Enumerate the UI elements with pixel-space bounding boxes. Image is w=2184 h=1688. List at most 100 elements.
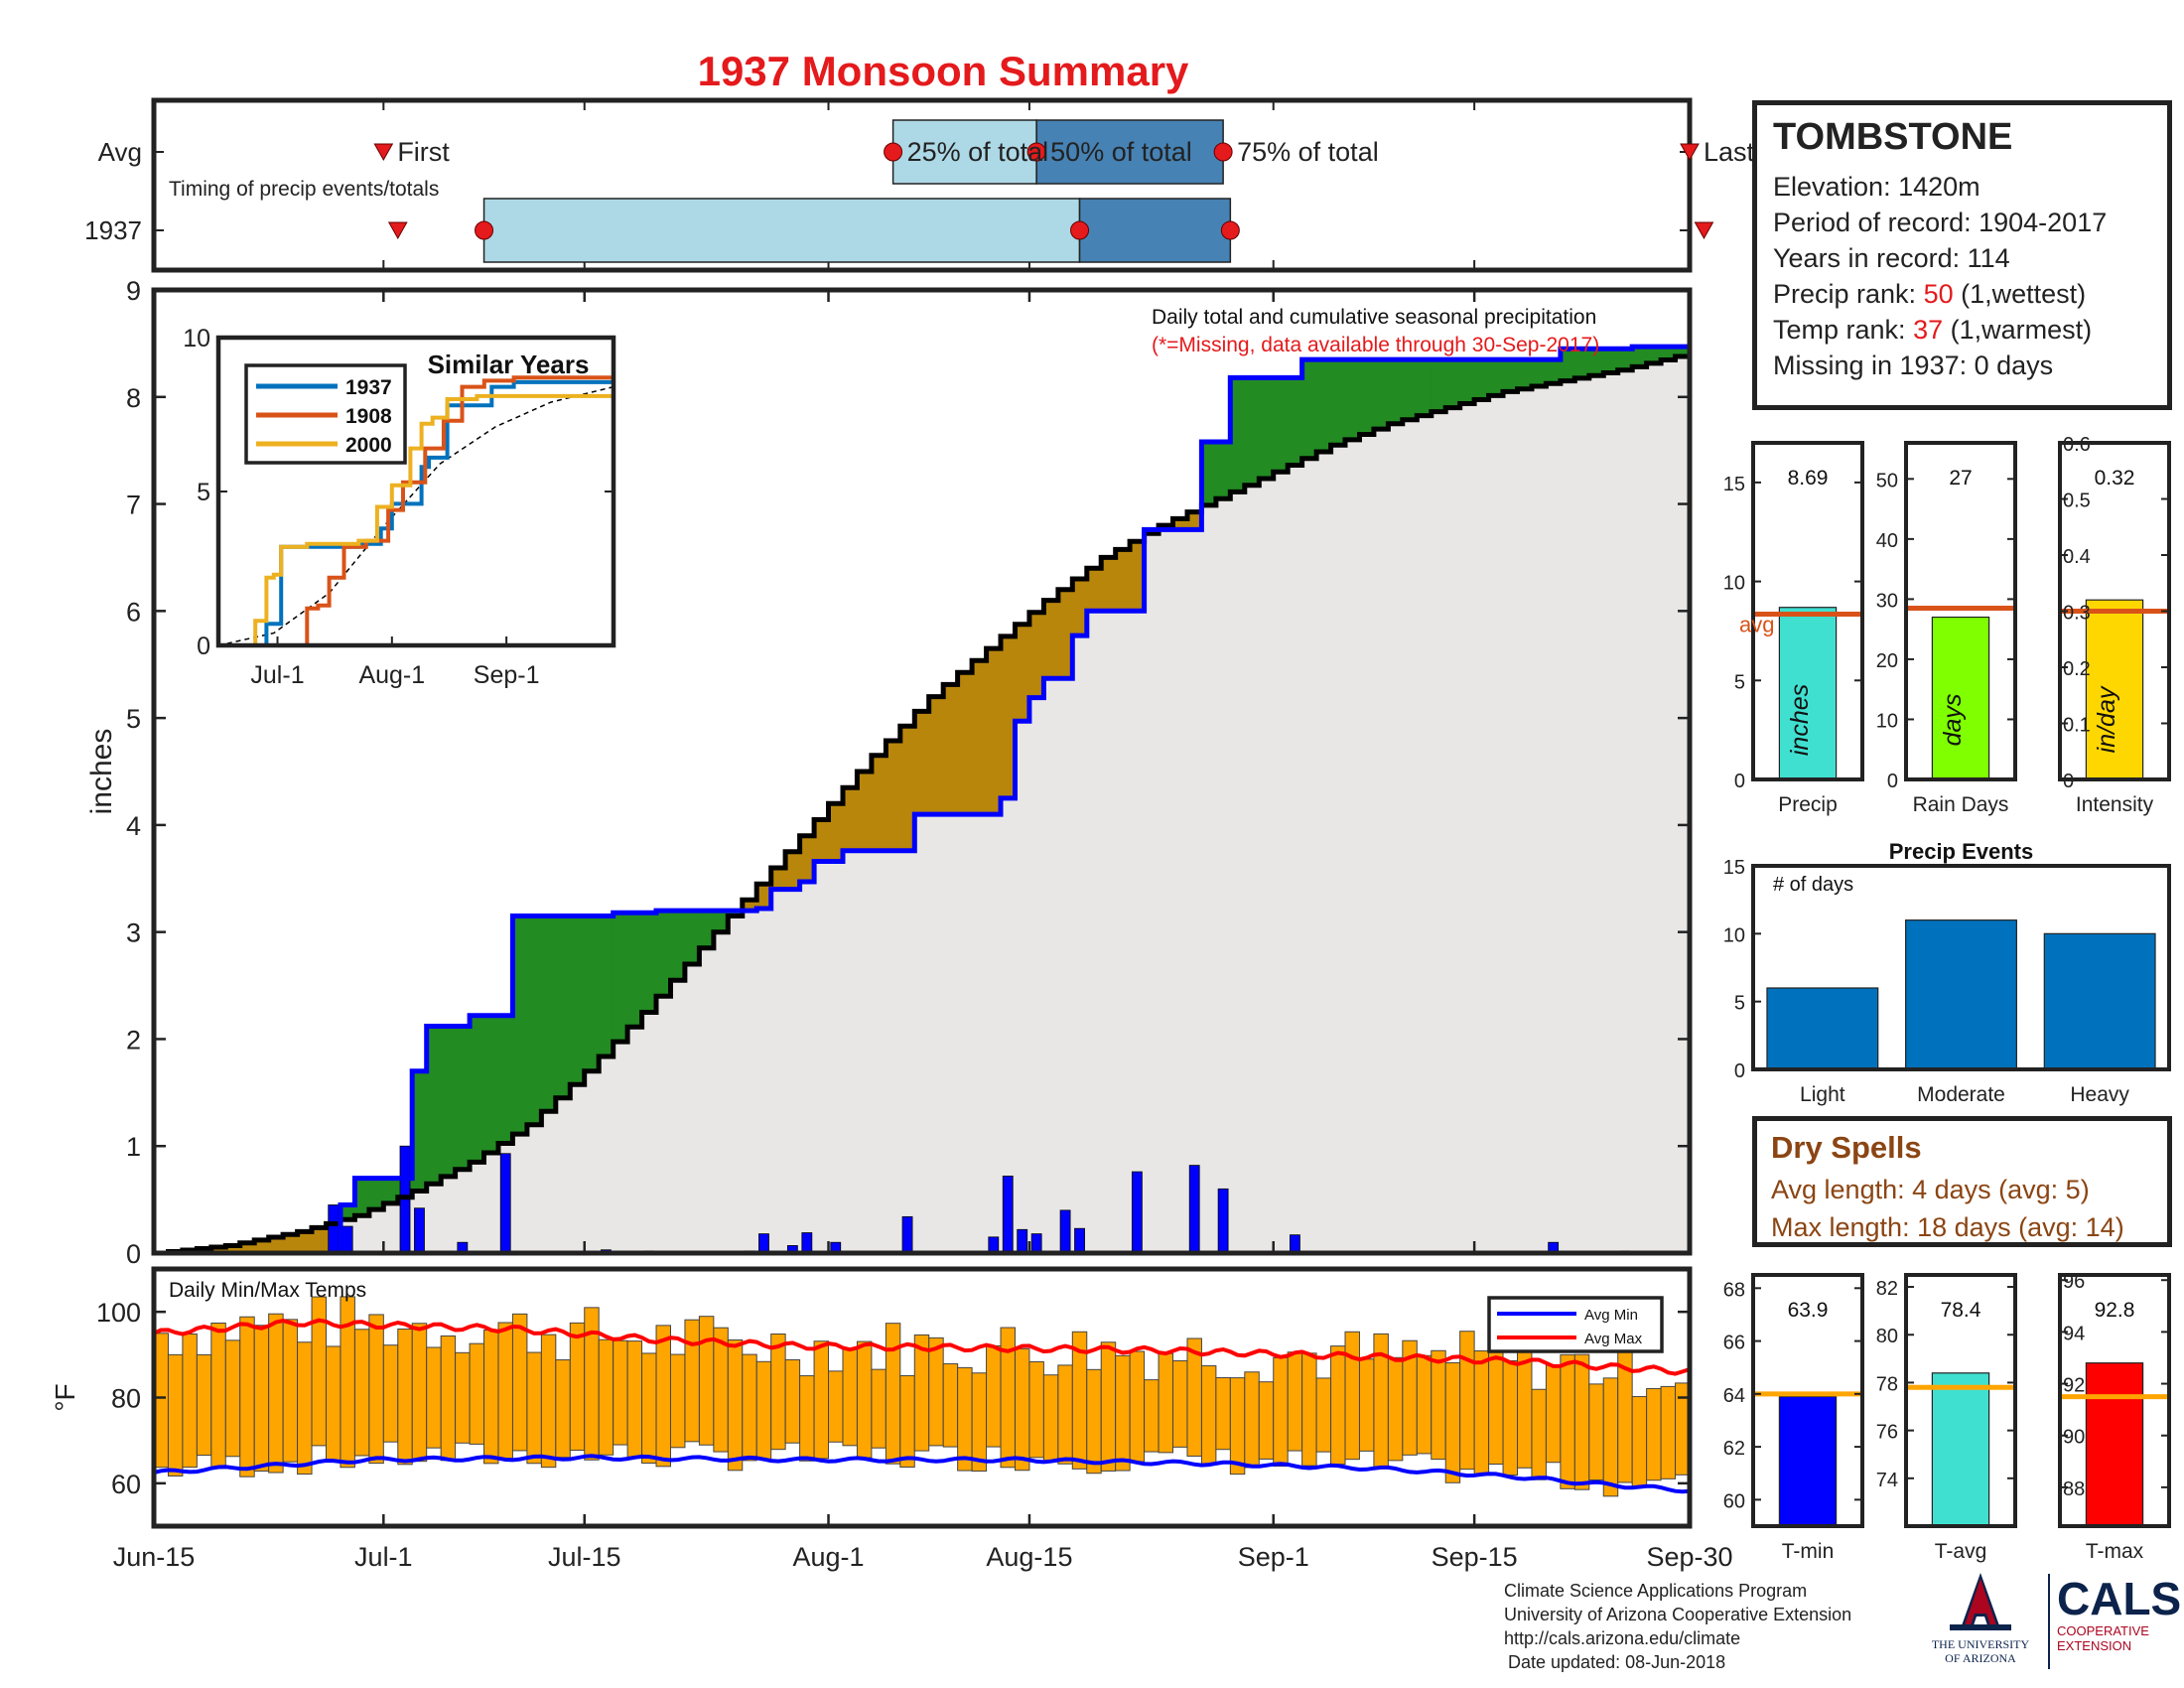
daily-temp-bar: [469, 1342, 485, 1445]
tmax-summary-chart: 88 90 92 94 96 92.8 T-max: [2058, 1271, 2171, 1563]
temp-legend-box: [1487, 1296, 1664, 1353]
below-average-fill: [914, 711, 930, 815]
y-axis-label: inches: [85, 729, 118, 815]
timing-box-50-75: [1078, 198, 1232, 263]
inset-x-tick-label: Aug-1: [358, 661, 425, 689]
daily-temp-bar: [282, 1319, 299, 1463]
above-average-fill: [441, 1026, 457, 1177]
x-tick-label: Aug-15: [986, 1542, 1072, 1572]
daily-temp-bar: [526, 1351, 542, 1465]
above-average-fill: [670, 911, 686, 981]
daily-temp-bar: [1158, 1352, 1174, 1454]
daily-precip-bar: [328, 1204, 340, 1254]
precip-rank-label: Precip rank:: [1773, 279, 1924, 309]
above-average-fill: [1503, 359, 1519, 392]
above-average-fill: [656, 911, 672, 997]
temp-title: Daily Min/Max Temps: [169, 1279, 366, 1302]
y-tick-label: 0: [126, 1239, 141, 1269]
precip-rank-value: 50: [1923, 279, 1954, 309]
timing-triangle: [373, 143, 394, 162]
daily-precip-bar: [499, 1153, 511, 1254]
inset-series-2000: [218, 393, 614, 647]
above-average-fill: [1215, 442, 1231, 499]
daily-temp-bar: [1100, 1341, 1117, 1472]
station-elevation: Elevation: 1420m: [1773, 172, 1980, 202]
above-average-fill: [627, 913, 643, 1028]
y-tick-label: 5: [126, 704, 141, 734]
cumulative-title: Daily total and cumulative seasonal prec…: [1152, 306, 1596, 329]
x-tick-label: Jul-15: [548, 1542, 621, 1572]
above-average-fill: [1373, 359, 1389, 430]
daily-temp-bar: [1560, 1353, 1575, 1489]
above-average-fill: [1259, 377, 1275, 479]
observed-cumulative-line: [154, 344, 1690, 1256]
avg-min-line: [153, 1454, 1691, 1494]
y-tick-label: 1: [126, 1132, 141, 1162]
daily-precip-bar: [1002, 1176, 1014, 1254]
daily-temp-bar: [1488, 1344, 1504, 1466]
daily-temp-bar: [971, 1372, 988, 1473]
daily-temp-bar: [598, 1338, 614, 1456]
tmax_summary-tick-label: 92: [2063, 1375, 2085, 1397]
daily-temp-bar: [569, 1322, 586, 1452]
daily-temp-bar: [1531, 1388, 1547, 1480]
timing-triangle: [1680, 143, 1700, 162]
below-average-fill: [1028, 612, 1044, 698]
above-average-fill: [1474, 359, 1490, 400]
tmax_summary-tick-label: 90: [2063, 1427, 2085, 1449]
daily-temp-bar: [928, 1336, 944, 1447]
x-tick-label: Sep-1: [1238, 1542, 1309, 1572]
raindays_summary-bar-label: days: [1939, 694, 1967, 747]
intensity_summary-tick-label: 0.3: [2063, 603, 2091, 625]
daily-temp-bar: [1344, 1331, 1360, 1461]
x-tick-label: Sep-30: [1646, 1542, 1732, 1572]
above-average-fill: [1531, 359, 1548, 386]
below-average-fill: [1043, 600, 1059, 679]
daily-precip-bar: [901, 1215, 913, 1254]
inset-legend-label: 1908: [345, 405, 392, 428]
temp-legend-label: Avg Max: [1584, 1331, 1643, 1347]
tavg_summary-tick-label: 76: [1876, 1422, 1898, 1444]
temp-rank-label: Temp rank:: [1773, 315, 1914, 345]
daily-temp-bar: [1617, 1339, 1633, 1483]
daily-temp-bar: [325, 1345, 341, 1462]
tavg_summary-frame: [1904, 1273, 2017, 1528]
temp-legend-label: Avg Min: [1584, 1307, 1638, 1324]
station-period: Period of record: 1904-2017: [1773, 208, 2108, 237]
above-average-fill: [426, 1026, 442, 1185]
above-average-fill: [483, 1015, 499, 1153]
above-average-fill: [1445, 359, 1461, 408]
daily-temp-bar: [1042, 1374, 1059, 1463]
above-average-fill: [1388, 359, 1404, 424]
events-ylabel: # of days: [1773, 874, 1853, 896]
timing-percentile-dot: [1220, 220, 1240, 240]
daily-temp-bar: [224, 1339, 241, 1458]
below-average-fill: [799, 835, 815, 883]
tmax_summary-axis-label: T-max: [2086, 1540, 2144, 1563]
ua-logo-text-2: OF ARIZONA: [1945, 1651, 2016, 1665]
above-average-fill: [1417, 359, 1433, 416]
daily-temp-bar: [511, 1313, 528, 1452]
missing-days: Missing in 1937: 0 days: [1773, 351, 2054, 380]
temp-rank: Temp rank: 37 (1,warmest): [1773, 312, 2151, 348]
daily-temp-bar: [698, 1316, 715, 1446]
cals-logo-sub-2: EXTENSION: [2057, 1638, 2132, 1653]
below-average-fill: [283, 1234, 299, 1253]
daily-temp-bar: [669, 1353, 686, 1449]
daily-temp-bar: [784, 1358, 801, 1444]
event-category-label: Light: [1800, 1083, 1845, 1106]
y-tick-label: 2: [126, 1025, 141, 1055]
above-average-fill: [340, 1204, 356, 1220]
below-average-fill: [972, 660, 988, 815]
daily-temp-bar: [1258, 1381, 1275, 1460]
station-years: Years in record: 114: [1773, 243, 2010, 273]
daily-temp-bar: [813, 1340, 830, 1460]
above-average-fill: [1560, 349, 1575, 381]
daily-temp-bar: [1459, 1331, 1475, 1471]
daily-temp-bar: [1172, 1359, 1188, 1448]
tmin-summary-chart: 60 62 64 66 68 63.9 T-min: [1723, 1273, 1864, 1563]
daily-temp-bar: [1473, 1350, 1490, 1476]
timing-percentile-dot: [1070, 220, 1090, 240]
cals-logo: CALS COOPERATIVE EXTENSION: [2057, 1574, 2181, 1653]
precip-summary-chart: 0 5 10 15 8.69 Precip inches avg: [1723, 441, 1864, 816]
